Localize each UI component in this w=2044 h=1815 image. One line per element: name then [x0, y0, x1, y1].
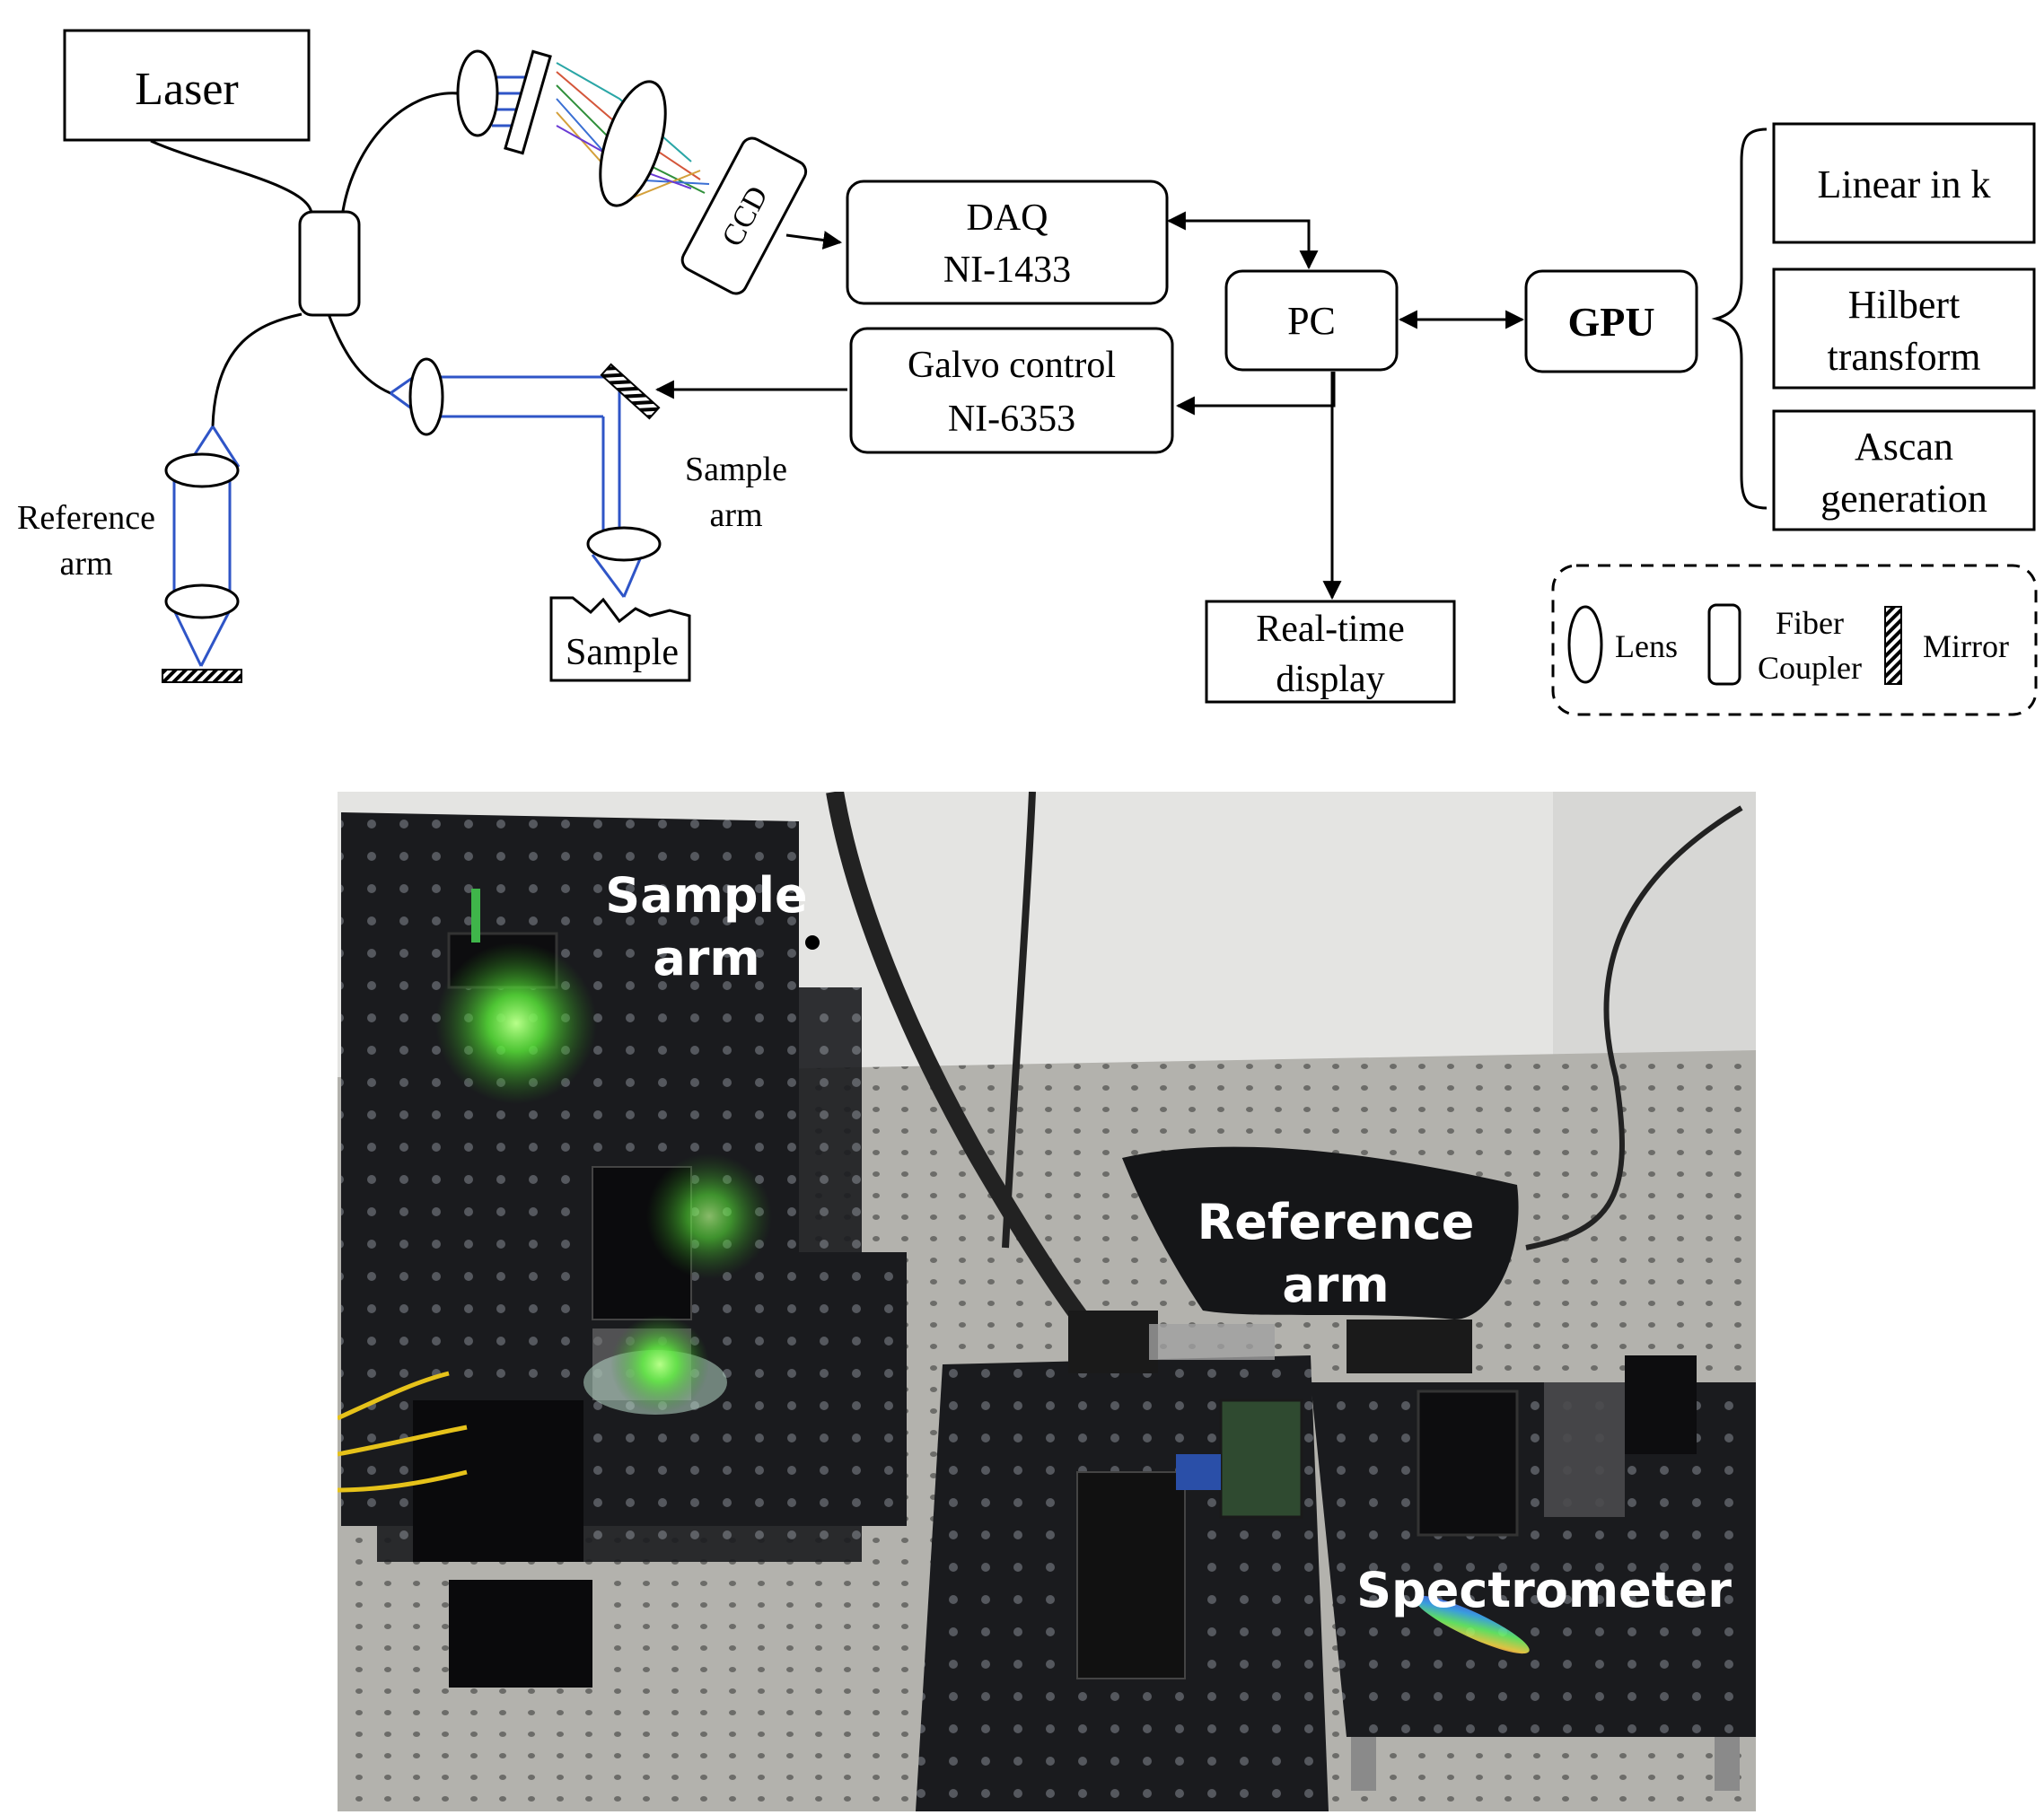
- realtime-label-2: display: [1276, 659, 1384, 700]
- spectrometer-optics: CCD: [458, 51, 810, 297]
- legend-mirror-icon: [1885, 607, 1901, 684]
- legend-lens-label: Lens: [1615, 628, 1678, 664]
- lens: [458, 51, 497, 136]
- legend-mirror-label: Mirror: [1923, 628, 2009, 664]
- reference-mirror: [162, 670, 241, 682]
- sample-arm-label-2: arm: [709, 496, 762, 534]
- grating: [505, 51, 550, 153]
- task-label: transform: [1827, 335, 1980, 379]
- gpu-task-hilbert: Hilbert transform: [1774, 269, 2034, 388]
- task-label: Hilbert: [1848, 283, 1961, 327]
- gpu-brace: [1716, 129, 1767, 508]
- laser-glow: [435, 943, 597, 1104]
- realtime-label-1: Real-time: [1256, 609, 1405, 650]
- ccd-camera: CCD: [679, 135, 810, 297]
- daq-label-2: NI-1433: [943, 250, 1071, 291]
- galvo-block: Galvo control NI-6353: [851, 329, 1172, 452]
- schematic: Laser: [17, 31, 2036, 715]
- galvo-label-2: NI-6353: [948, 399, 1075, 440]
- reference-arm-optics: Reference arm: [17, 426, 241, 682]
- daq-block: DAQ NI-1433: [847, 181, 1167, 303]
- legend-lens-icon: [1569, 607, 1601, 682]
- galvo-label-1: Galvo control: [908, 345, 1116, 386]
- galvo-mirror: [601, 364, 659, 418]
- reference-arm-label-1: Reference: [17, 499, 155, 537]
- daq-label-1: DAQ: [967, 197, 1048, 239]
- photo-spectrometer-label: Spectrometer: [1356, 1562, 1732, 1618]
- legend-fiber-coupler-icon: [1709, 605, 1740, 684]
- legend: Lens Fiber Coupler Mirror: [1553, 566, 2036, 715]
- photo-reference-arm-label-2: arm: [1282, 1257, 1389, 1313]
- pc-block: PC: [1226, 271, 1397, 370]
- lens: [410, 359, 443, 434]
- setup-photo: Sample arm Reference arm Spectrometer: [338, 792, 1756, 1811]
- task-label: generation: [1820, 477, 1987, 521]
- laser-label: Laser: [135, 64, 238, 115]
- pc-label: PC: [1287, 299, 1336, 343]
- photo-reference-arm-label-1: Reference: [1197, 1194, 1475, 1250]
- gpu-label: GPU: [1567, 299, 1654, 345]
- task-label: Linear in k: [1817, 162, 1990, 206]
- legend-fiber-label-1: Fiber: [1776, 605, 1844, 641]
- gpu-block: GPU: [1526, 271, 1697, 372]
- label-pointer-dot: [805, 935, 820, 950]
- sample-label: Sample: [566, 632, 679, 673]
- sample-arm-label-1: Sample: [685, 451, 787, 488]
- legend-fiber-label-2: Coupler: [1758, 650, 1862, 686]
- gpu-task-linear-k: Linear in k: [1774, 124, 2034, 242]
- lens: [588, 528, 660, 560]
- realtime-display-block: Real-time display: [1206, 601, 1454, 702]
- task-label: Ascan: [1855, 425, 1953, 469]
- laser-block: Laser: [65, 31, 309, 140]
- fiber-coupler: [300, 212, 359, 315]
- reference-arm-label-2: arm: [59, 545, 112, 583]
- photo-sample-arm-label-2: arm: [653, 930, 759, 986]
- photo-sample-arm-label-1: Sample: [605, 867, 807, 924]
- gpu-task-ascan: Ascan generation: [1774, 411, 2034, 530]
- sample-arm-optics: Sample Sample arm: [390, 359, 787, 680]
- lens: [166, 585, 238, 618]
- lens: [166, 454, 238, 487]
- lens: [587, 74, 679, 213]
